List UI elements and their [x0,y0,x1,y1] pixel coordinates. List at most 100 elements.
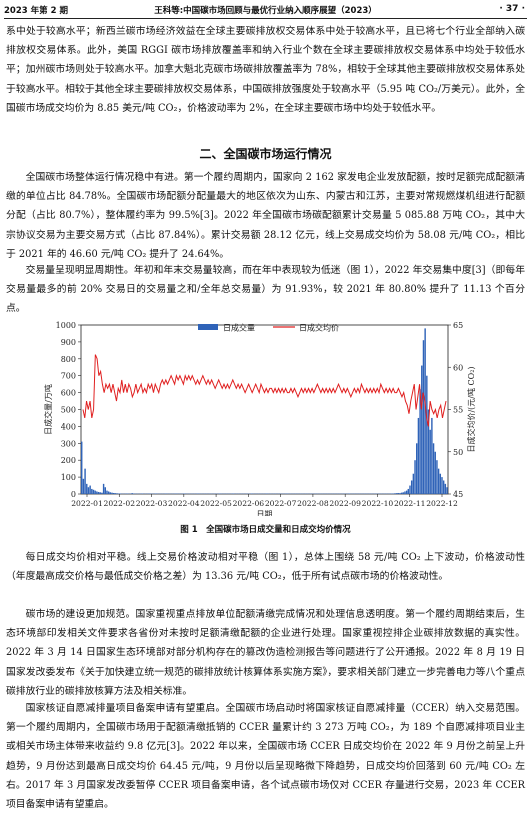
volume-bar [133,493,134,494]
volume-bar [266,493,267,494]
page-number: · 37 · [499,4,525,14]
paragraph-3: 交易量呈现明显周期性。年初和年末交易量较高，而在年中表现较为低迷（图 1），20… [6,261,525,319]
x-tick-label: 2022-06 [233,499,265,508]
volume-bar [89,486,90,494]
x-tick-label: 2022-01 [71,499,103,508]
legend-volume-swatch [198,324,218,330]
volume-bar [438,469,439,494]
y-right-tick-label: 45 [453,490,463,499]
volume-bar [96,491,97,494]
volume-bar [219,493,220,494]
volume-bar [414,460,415,494]
y-left-tick-label: 200 [61,456,76,465]
paragraph-6: 国家核证自愿减排量项目备案申请有望重启。全国碳市场启动时将国家核证自愿减排量（C… [6,699,525,814]
paragraph-1: 系中处于较高水平；新西兰碳市场经济效益在全球主要碳排放权交易体系中处于较高水平，… [6,22,525,118]
x-tick-label: 2022-04 [168,499,200,508]
volume-bar [84,469,85,494]
volume-bar [142,493,143,494]
volume-bar [394,493,395,494]
y-left-tick-label: 700 [61,372,76,381]
volume-bar [110,492,111,494]
volume-bar [113,493,114,494]
volume-bar [396,493,397,494]
volume-bar [86,484,87,494]
y-left-axis-label: 日成交量/万吨 [43,384,53,435]
volume-bar [433,443,434,494]
volume-bar [392,493,393,494]
y-right-tick-label: 60 [453,363,463,372]
x-tick-label: 2022-09 [329,499,361,508]
price-line [83,355,446,427]
volume-bar [83,479,84,494]
x-tick-label: 2022-08 [297,499,329,508]
volume-bar [197,493,198,494]
volume-bar [418,418,419,494]
x-tick-label: 2022-11 [394,499,426,508]
volume-bar [132,493,133,494]
x-tick-label: 2022-10 [362,499,394,508]
x-tick-label: 2022-02 [103,499,135,508]
volume-bar [251,493,252,494]
legend-volume-label: 日成交量 [223,323,255,333]
volume-bar [435,452,436,494]
volume-bar [397,493,398,494]
volume-bar [421,366,422,494]
figure-1-chart: 0100200300400500600700800900100045505560… [0,312,531,516]
volume-bar [404,491,405,494]
volume-bar [445,484,446,494]
volume-bar [165,493,166,494]
volume-bar [436,460,437,494]
volume-bar [431,418,432,494]
y-left-tick-label: 500 [61,406,76,415]
x-axis-label: 日期 [257,510,273,516]
paragraph-2: 全国碳市场整体运行情况稳中有进。第一个履约周期内，国家向 2 162 家发电企业… [6,168,525,264]
volume-bar [408,489,409,494]
figure-caption: 图 1 全国碳市场日成交量和日成交均价情况 [0,523,531,535]
section-title: 二、全国碳市场运行情况 [0,145,531,162]
y-left-tick-label: 600 [61,389,76,398]
y-right-axis-label: 日成交均价/(元/吨 CO₂) [466,366,476,452]
running-title: 王科等:中国碳市场回顾与最优行业纳入顺序展望（2023） [0,4,531,16]
volume-bar [155,493,156,494]
volume-bar [118,493,119,494]
paragraph-5: 碳市场的建设更加规范。国家重视重点排放单位配额清缴完成情况和处理信息透明度。第一… [6,605,525,701]
volume-bar [101,493,102,494]
page-header: 2023 年第 2 期 王科等:中国碳市场回顾与最优行业纳入顺序展望（2023）… [0,0,531,22]
volume-bar [416,443,417,494]
volume-bar [446,487,447,494]
volume-bar [409,486,410,494]
volume-bar [120,493,121,494]
y-right-tick-label: 55 [453,406,463,415]
volume-bar [93,490,94,494]
paragraph-4: 每日成交均价相对平稳。线上交易价格波动相对平稳（图 1），总体上围绕 58 元/… [6,548,525,586]
volume-bar [401,493,402,494]
volume-bar [100,492,101,494]
volume-bar [233,493,234,494]
legend-price-label: 日成交均价 [299,323,339,333]
y-left-tick-label: 400 [61,422,76,431]
volume-bar [111,493,112,494]
volume-bar [175,493,176,494]
volume-bar [94,491,95,494]
volume-bar [413,474,414,494]
plot-frame [81,325,448,494]
y-left-tick-label: 1000 [56,321,76,330]
volume-bar [406,491,407,494]
header-rule [4,18,527,19]
volume-bar [399,493,400,494]
y-left-tick-label: 900 [61,338,76,347]
volume-bar [116,493,117,494]
volume-bar [108,491,109,494]
y-left-tick-label: 0 [71,490,76,499]
y-right-tick-label: 65 [453,321,463,330]
volume-bar [440,474,441,494]
volume-bar [126,493,127,494]
volume-bar [91,489,92,494]
volume-bar [148,493,149,494]
volume-bar [81,442,82,494]
x-tick-label: 2022-12 [426,499,458,508]
y-right-tick-label: 50 [453,448,463,457]
volume-bar [286,493,287,494]
volume-bar [429,430,430,494]
volume-bar [115,493,116,494]
